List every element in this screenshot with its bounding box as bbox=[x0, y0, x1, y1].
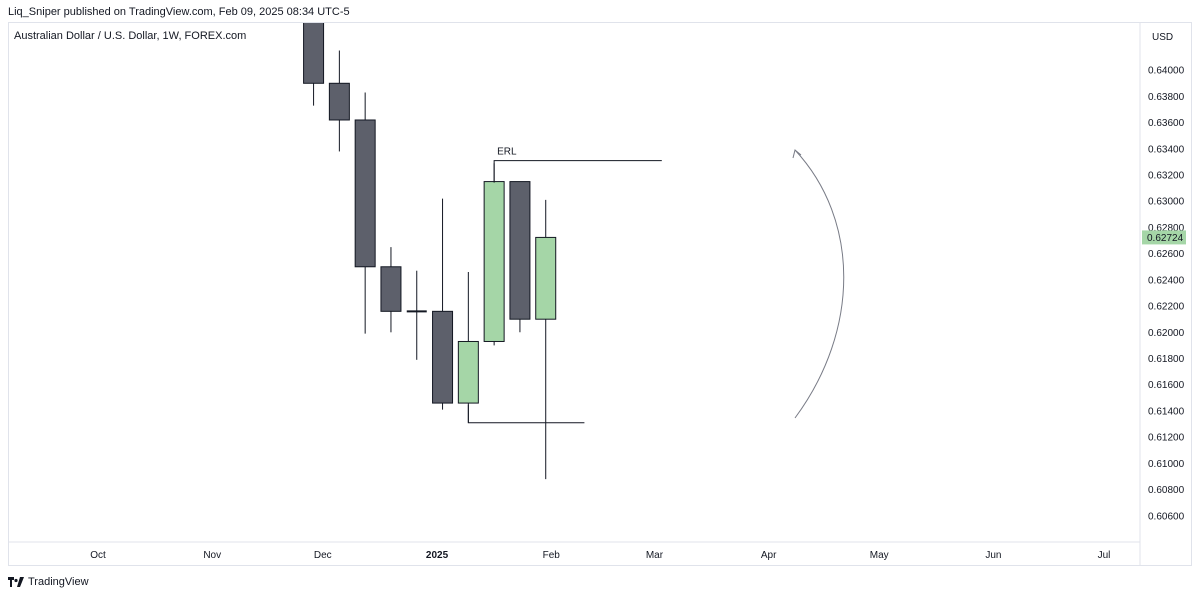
projection-arrow bbox=[794, 149, 845, 419]
price-tick-label: 0.63400 bbox=[1148, 144, 1185, 155]
tradingview-footer: TradingView bbox=[8, 576, 89, 588]
price-axis-currency: USD bbox=[1152, 32, 1173, 43]
candle-body bbox=[535, 236, 557, 320]
price-tick-label: 0.62200 bbox=[1148, 302, 1185, 313]
time-tick-label: 2025 bbox=[426, 550, 449, 561]
price-tick-label: 0.63800 bbox=[1148, 92, 1185, 103]
low-line bbox=[467, 404, 585, 424]
tradingview-logo-icon bbox=[8, 577, 24, 587]
price-tick-label: 0.60600 bbox=[1148, 511, 1185, 522]
candle-body bbox=[328, 82, 350, 121]
price-tick-label: 0.62800 bbox=[1148, 223, 1185, 234]
time-tick-label: Nov bbox=[203, 550, 221, 561]
price-tick-label: 0.61400 bbox=[1148, 406, 1185, 417]
current-price-label: 0.62724 bbox=[1147, 233, 1184, 244]
price-tick-label: 0.62400 bbox=[1148, 275, 1185, 286]
erl-line bbox=[493, 160, 662, 183]
time-tick-label: Oct bbox=[90, 550, 106, 561]
price-tick-label: 0.63200 bbox=[1148, 171, 1185, 182]
time-tick-label: Feb bbox=[543, 550, 561, 561]
price-tick-label: 0.64000 bbox=[1148, 66, 1185, 77]
plot-area bbox=[303, 23, 845, 480]
candle-body bbox=[509, 181, 531, 320]
price-tick-label: 0.61200 bbox=[1148, 433, 1185, 444]
time-tick-label: Jun bbox=[985, 550, 1001, 561]
price-tick-label: 0.63600 bbox=[1148, 118, 1185, 129]
price-tick-label: 0.62000 bbox=[1148, 328, 1185, 339]
chart-frame bbox=[8, 22, 1192, 566]
current-price-tag bbox=[1142, 230, 1186, 245]
candle-body bbox=[432, 310, 454, 404]
time-tick-label: Dec bbox=[314, 550, 332, 561]
erl-label: ERL bbox=[497, 147, 517, 158]
price-tick-label: 0.61000 bbox=[1148, 459, 1185, 470]
time-tick-label: Jul bbox=[1098, 550, 1111, 561]
price-tick-label: 0.63000 bbox=[1148, 197, 1185, 208]
candle-body bbox=[483, 181, 505, 342]
time-tick-label: Mar bbox=[646, 550, 664, 561]
publisher-header: Liq_Sniper published on TradingView.com,… bbox=[8, 6, 350, 18]
price-tick-label: 0.60800 bbox=[1148, 485, 1185, 496]
price-tick-label: 0.61600 bbox=[1148, 380, 1185, 391]
price-tick-label: 0.62600 bbox=[1148, 249, 1185, 260]
candle-body bbox=[380, 266, 402, 312]
candle-body bbox=[354, 119, 376, 268]
price-tick-label: 0.61800 bbox=[1148, 354, 1185, 365]
time-tick-label: May bbox=[870, 550, 889, 561]
tradingview-brand: TradingView bbox=[28, 576, 89, 588]
candle-body bbox=[303, 23, 325, 84]
projection-arrowhead bbox=[792, 149, 802, 159]
symbol-title: Australian Dollar / U.S. Dollar, 1W, FOR… bbox=[14, 30, 247, 42]
candle-body bbox=[457, 340, 479, 404]
time-tick-label: Apr bbox=[761, 550, 777, 561]
